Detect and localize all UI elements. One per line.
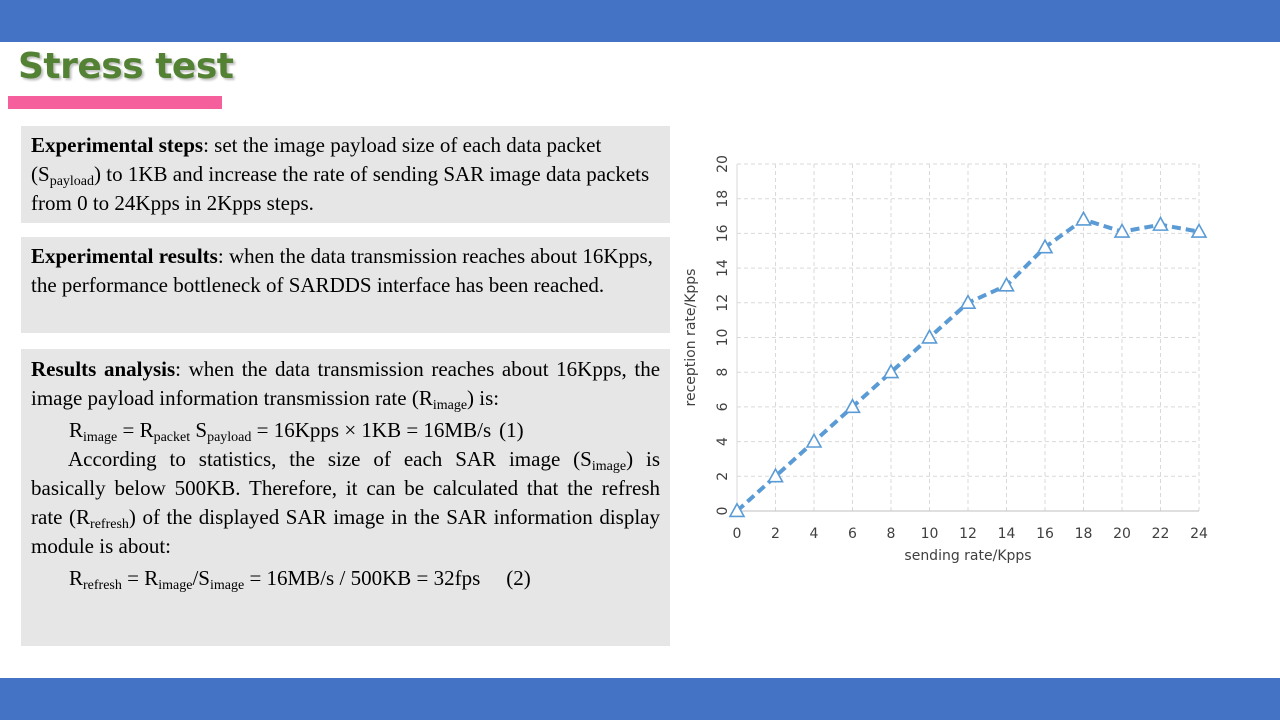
data-point	[882, 363, 900, 379]
data-point	[767, 467, 784, 483]
eq2-slash: /S	[192, 566, 210, 590]
y-tick-label: 8	[715, 368, 731, 377]
analysis-paragraph-2: According to statistics, the size of eac…	[31, 445, 660, 561]
x-tick-label: 4	[810, 526, 819, 542]
x-tick-label: 22	[1152, 526, 1170, 542]
eq2-image-sub: image	[158, 578, 193, 593]
x-tick-label: 18	[1075, 526, 1093, 542]
eq2-r: R	[69, 566, 84, 590]
x-tick-label: 16	[1036, 526, 1054, 542]
eq1-s: S	[190, 418, 208, 442]
y-tick-label: 12	[715, 294, 731, 312]
title-underline	[8, 96, 222, 109]
y-tick-label: 18	[715, 190, 731, 208]
eq2-equals: = R	[121, 566, 159, 590]
top-banner	[0, 0, 1280, 42]
steps-text-2: ) to 1KB and increase the rate of sendin…	[31, 162, 650, 215]
reception-rate-chart: 0 2 4 6 8 10 12 14 16 18 20 22 24 02468101214161820 …	[683, 155, 1208, 564]
y-tick-label: 20	[715, 155, 731, 173]
analysis-text-1b: ) is:	[467, 386, 500, 410]
x-tick-label: 20	[1113, 526, 1131, 542]
eq1-r-sub: image	[83, 430, 118, 445]
data-point	[844, 398, 861, 414]
equation-2: Rrefresh = Rimage/Simage = 16MB/s / 500K…	[31, 564, 660, 593]
equation-1: Rimage = Rpacket Spayload = 16Kpps × 1KB…	[31, 416, 660, 445]
y-tick-label: 14	[715, 259, 731, 277]
eq1-number: (1)	[499, 418, 524, 442]
x-axis-label: sending rate/Kpps	[904, 548, 1031, 564]
results-label: Experimental results	[31, 244, 218, 268]
chart-axes	[736, 164, 1199, 512]
y-tick-label: 16	[715, 224, 731, 242]
x-tick-label: 12	[959, 526, 977, 542]
y-axis-label: reception rate/Kpps	[683, 269, 699, 407]
x-tick-label: 24	[1190, 526, 1208, 542]
analysis-text-2b: ) is basically below 500KB. Therefore, i…	[31, 447, 660, 529]
results-analysis-box: Results analysis: when the data transmis…	[21, 349, 670, 646]
slide-title: Stress test	[18, 46, 234, 87]
analysis-label: Results analysis	[31, 357, 176, 381]
analysis-text-1a: : when the data transmission reaches abo…	[31, 357, 661, 410]
data-point	[1036, 238, 1054, 254]
eq2-number: (2)	[506, 566, 531, 590]
x-tick-label: 10	[921, 526, 939, 542]
eq2-rest: = 16MB/s / 500KB = 32fps	[244, 566, 481, 590]
steps-label: Experimental steps	[31, 133, 204, 157]
data-point	[728, 502, 746, 518]
data-point	[1190, 222, 1208, 238]
y-tick-label: 0	[715, 507, 731, 516]
analysis-sub-image: image	[432, 398, 468, 413]
data-point	[959, 293, 977, 309]
data-point	[1075, 210, 1092, 226]
x-tick-label: 0	[733, 526, 742, 542]
eq1-rest: = 16Kpps × 1KB = 16MB/s	[251, 418, 492, 442]
x-tick-label: 2	[771, 526, 780, 542]
analysis-sub-refresh: refresh	[90, 517, 129, 532]
data-point	[805, 432, 823, 448]
data-point	[1113, 222, 1131, 238]
bottom-banner	[0, 678, 1280, 720]
eq1-r: R	[69, 418, 84, 442]
analysis-sub-image-2: image	[591, 459, 627, 474]
x-tick-label: 14	[998, 526, 1016, 542]
chart-series	[728, 210, 1208, 518]
eq2-r-sub: refresh	[83, 578, 122, 593]
data-point	[921, 328, 938, 344]
x-tick-label: 8	[887, 526, 896, 542]
eq2-simage-sub: image	[209, 578, 245, 593]
data-point	[998, 276, 1015, 292]
eq1-payload-sub: payload	[207, 430, 252, 445]
x-tick-labels: 0 2 4 6 8 10 12 14 16 18 20 22 24	[733, 526, 1208, 542]
eq1-packet-sub: packet	[153, 430, 191, 445]
eq1-equals: = R	[117, 418, 154, 442]
data-point	[1152, 215, 1169, 231]
y-tick-label: 10	[715, 329, 731, 347]
experimental-steps-box: Experimental steps: set the image payloa…	[21, 126, 670, 223]
experimental-results-box: Experimental results: when the data tran…	[21, 237, 670, 333]
y-tick-labels: 0 2 4 6 8 10 12 14 16 18 20	[715, 155, 731, 515]
y-tick-label: 4	[715, 437, 731, 446]
chart-grid	[737, 163, 1200, 511]
y-tick-label: 2	[715, 472, 731, 481]
steps-text-1: : set the image payload size of each dat…	[31, 133, 602, 186]
results-text: : when the data transmission reaches abo…	[31, 244, 653, 297]
steps-sub-payload: payload	[49, 174, 95, 189]
analysis-paragraph-1: Results analysis: when the data transmis…	[31, 355, 660, 413]
analysis-text-2c: ) of the displayed SAR image in the SAR …	[31, 505, 660, 558]
y-tick-label: 6	[715, 402, 731, 411]
x-tick-label: 6	[848, 526, 857, 542]
analysis-text-2a: According to statistics, the size of eac…	[68, 447, 592, 471]
